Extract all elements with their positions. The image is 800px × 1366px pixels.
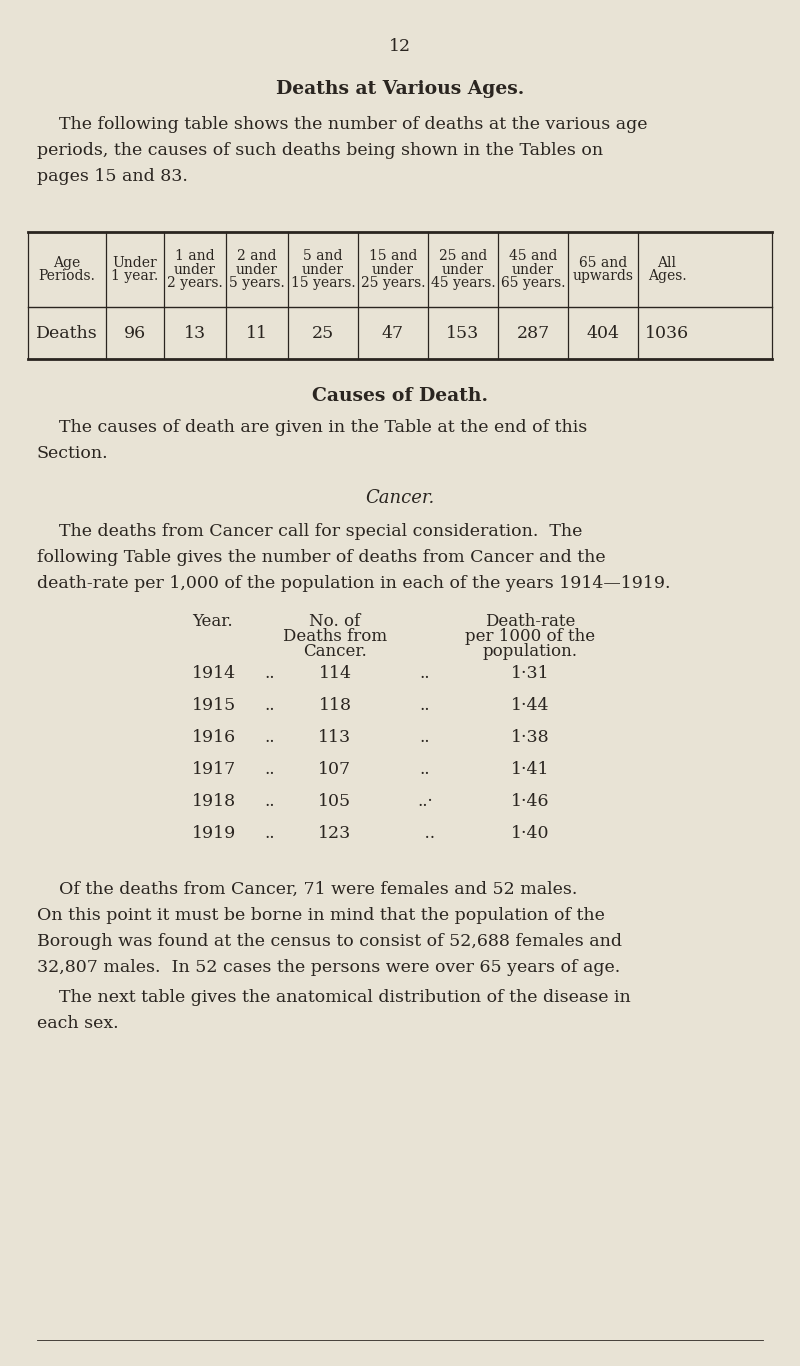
Text: under: under — [442, 262, 484, 276]
Text: 1915: 1915 — [192, 697, 236, 714]
Text: Death-rate: Death-rate — [485, 613, 575, 630]
Text: 1 and: 1 and — [175, 249, 215, 264]
Text: under: under — [512, 262, 554, 276]
Text: 1·40: 1·40 — [510, 825, 550, 841]
Text: ..: .. — [420, 729, 430, 746]
Text: Causes of Death.: Causes of Death. — [312, 387, 488, 404]
Text: All: All — [658, 255, 677, 269]
Text: Deaths: Deaths — [36, 325, 98, 342]
Text: 1 year.: 1 year. — [111, 269, 158, 283]
Text: periods, the causes of such deaths being shown in the Tables on: periods, the causes of such deaths being… — [37, 142, 603, 158]
Text: upwards: upwards — [573, 269, 634, 283]
Text: population.: population. — [482, 643, 578, 660]
Text: 404: 404 — [586, 325, 619, 342]
Text: Year.: Year. — [192, 613, 233, 630]
Text: 25: 25 — [312, 325, 334, 342]
Text: ..: .. — [265, 729, 275, 746]
Text: Deaths at Various Ages.: Deaths at Various Ages. — [276, 81, 524, 98]
Text: Periods.: Periods. — [38, 269, 95, 283]
Text: 11: 11 — [246, 325, 268, 342]
Text: The deaths from Cancer call for special consideration.  The: The deaths from Cancer call for special … — [37, 523, 582, 540]
Text: following Table gives the number of deaths from Cancer and the: following Table gives the number of deat… — [37, 549, 606, 566]
Text: 105: 105 — [318, 794, 351, 810]
Text: 114: 114 — [318, 665, 351, 682]
Text: ..: .. — [265, 697, 275, 714]
Text: 153: 153 — [446, 325, 480, 342]
Text: 12: 12 — [389, 38, 411, 55]
Text: 5 and: 5 and — [303, 249, 342, 264]
Text: ..: .. — [265, 825, 275, 841]
Text: Deaths from: Deaths from — [283, 628, 387, 645]
Text: 15 and: 15 and — [369, 249, 417, 264]
Text: 107: 107 — [318, 761, 351, 779]
Text: 15 years.: 15 years. — [290, 276, 355, 290]
Text: 1918: 1918 — [192, 794, 236, 810]
Text: ..: .. — [265, 665, 275, 682]
Text: each sex.: each sex. — [37, 1015, 118, 1031]
Text: 1917: 1917 — [192, 761, 236, 779]
Text: ..: .. — [414, 825, 435, 841]
Text: per 1000 of the: per 1000 of the — [465, 628, 595, 645]
Text: 1914: 1914 — [192, 665, 236, 682]
Text: 25 and: 25 and — [439, 249, 487, 264]
Text: No. of: No. of — [310, 613, 361, 630]
Text: under: under — [174, 262, 216, 276]
Text: 2 years.: 2 years. — [167, 276, 223, 290]
Text: Cancer.: Cancer. — [303, 643, 367, 660]
Text: 96: 96 — [124, 325, 146, 342]
Text: The next table gives the anatomical distribution of the disease in: The next table gives the anatomical dist… — [37, 989, 630, 1005]
Text: 45 and: 45 and — [509, 249, 557, 264]
Text: 65 and: 65 and — [579, 255, 627, 269]
Text: 118: 118 — [318, 697, 351, 714]
Text: On this point it must be borne in mind that the population of the: On this point it must be borne in mind t… — [37, 907, 605, 923]
Text: 113: 113 — [318, 729, 351, 746]
Text: 5 years.: 5 years. — [229, 276, 285, 290]
Text: 1·46: 1·46 — [510, 794, 550, 810]
Text: 1919: 1919 — [192, 825, 236, 841]
Text: 47: 47 — [382, 325, 404, 342]
Text: 25 years.: 25 years. — [361, 276, 426, 290]
Text: ..: .. — [420, 665, 430, 682]
Text: 1·38: 1·38 — [510, 729, 550, 746]
Text: 45 years.: 45 years. — [430, 276, 495, 290]
Text: 123: 123 — [318, 825, 352, 841]
Text: Age: Age — [54, 255, 81, 269]
Text: 1·44: 1·44 — [510, 697, 550, 714]
Text: Borough was found at the census to consist of 52,688 females and: Borough was found at the census to consi… — [37, 933, 622, 949]
Text: ..: .. — [420, 697, 430, 714]
Text: Section.: Section. — [37, 445, 109, 462]
Text: 32,807 males.  In 52 cases the persons were over 65 years of age.: 32,807 males. In 52 cases the persons we… — [37, 959, 620, 975]
Text: The following table shows the number of deaths at the various age: The following table shows the number of … — [37, 116, 647, 133]
Text: under: under — [236, 262, 278, 276]
Text: ..: .. — [420, 761, 430, 779]
Text: under: under — [372, 262, 414, 276]
Text: ..·: ..· — [417, 794, 433, 810]
Text: death-rate per 1,000 of the population in each of the years 1914—1919.: death-rate per 1,000 of the population i… — [37, 575, 670, 591]
Text: Of the deaths from Cancer, 71 were females and 52 males.: Of the deaths from Cancer, 71 were femal… — [37, 881, 578, 897]
Text: 13: 13 — [184, 325, 206, 342]
Text: 287: 287 — [516, 325, 550, 342]
Text: Cancer.: Cancer. — [366, 489, 434, 507]
Text: 1916: 1916 — [192, 729, 236, 746]
Text: Ages.: Ages. — [648, 269, 686, 283]
Text: under: under — [302, 262, 344, 276]
Text: 1·41: 1·41 — [510, 761, 550, 779]
Text: ..: .. — [265, 761, 275, 779]
Text: pages 15 and 83.: pages 15 and 83. — [37, 168, 188, 184]
Text: 65 years.: 65 years. — [501, 276, 566, 290]
Text: Under: Under — [113, 255, 158, 269]
Text: The causes of death are given in the Table at the end of this: The causes of death are given in the Tab… — [37, 419, 587, 436]
Text: ..: .. — [265, 794, 275, 810]
Text: 1·31: 1·31 — [510, 665, 550, 682]
Text: 1036: 1036 — [645, 325, 689, 342]
Text: 2 and: 2 and — [238, 249, 277, 264]
